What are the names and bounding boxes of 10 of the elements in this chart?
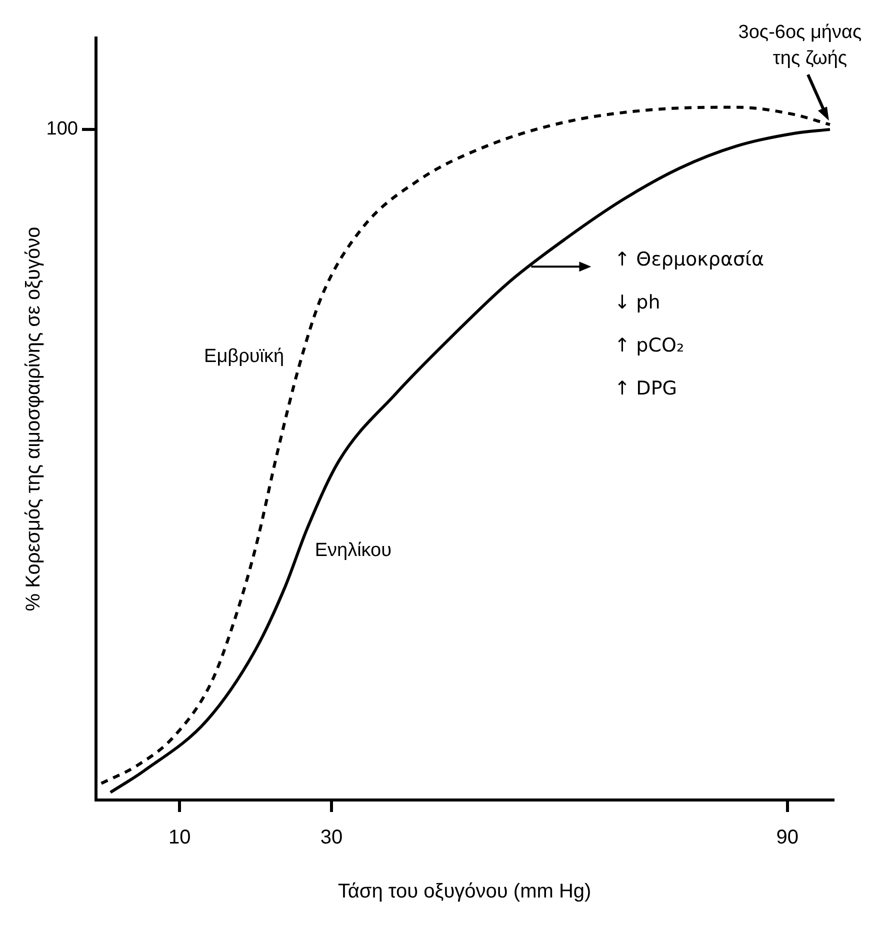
text: 100	[46, 118, 78, 140]
x-tick-label: 30	[320, 826, 343, 849]
annotation: ↑ Θερμοκρασία ↓ ph ↑ pCO₂ ↑ DPG	[614, 248, 764, 400]
x-tick-label: 90	[776, 826, 799, 849]
series-label: Εμβρυϊκή	[204, 346, 284, 367]
y-axis-title: % Κορεσμός της αιμοσφαιρίνης σε οξυγόνο	[22, 226, 45, 612]
x-tick-label: 10	[168, 826, 191, 849]
series-label: Ενηλίκου	[314, 540, 392, 561]
annotation: 3ος-6ος μήνας της ζωής	[738, 22, 862, 69]
x-axis-title: Τάση του οξυγόνου (mm Hg)	[338, 880, 592, 903]
